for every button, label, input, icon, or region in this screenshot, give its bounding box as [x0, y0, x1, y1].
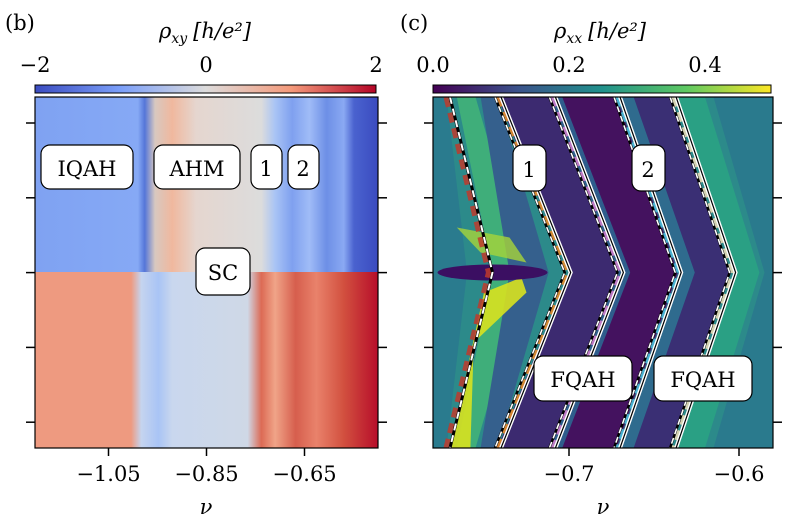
annotation-fqah: FQAH	[550, 368, 615, 392]
annotations-c: 1 2 FQAH FQAH	[512, 144, 753, 402]
colorbar-label-unit: [h/e²]	[193, 19, 252, 43]
x-tick-label: −1.05	[76, 462, 140, 486]
colorbar-c	[432, 84, 772, 94]
data-markers	[613, 97, 682, 448]
xlabel-b: ν	[200, 495, 213, 519]
axis-ticks-b: −1.05 −0.85 −0.65	[26, 122, 387, 486]
axis-ticks-c: −0.7 −0.6	[424, 122, 782, 486]
colorbar-tick: 0.2	[552, 53, 585, 77]
annotation-ahm: AHM	[169, 157, 225, 181]
colorbar-label-symbol: ρ	[553, 19, 567, 43]
colorbar-label-b: ρxy [h/e²]	[158, 19, 252, 47]
annotation-2: 2	[296, 157, 309, 181]
dashed-zigzag-line	[669, 97, 731, 448]
x-tick-label: −0.7	[544, 462, 595, 486]
colorbar-label-c: ρxx [h/e²]	[553, 19, 647, 47]
band	[713, 97, 773, 448]
x-tick-label: −0.85	[174, 462, 238, 486]
annotation-1: 1	[259, 157, 272, 181]
panel-label-b: (b)	[5, 11, 35, 35]
colorbar-label-symbol: ρ	[158, 19, 172, 43]
panel-label-c: (c)	[400, 11, 428, 35]
colorbar-label-sub: xx	[566, 31, 582, 47]
heatmap-lower	[35, 272, 378, 448]
high-resistance-region	[456, 227, 527, 263]
colorbar-tick: 2	[369, 53, 382, 77]
colorbar-tick: 0.0	[416, 53, 449, 77]
annotations-b: IQAH AHM 1 2 SC	[40, 144, 320, 296]
annotation-iqah: IQAH	[58, 157, 117, 181]
annotation-fqah: FQAH	[670, 368, 735, 392]
x-tick-label: −0.65	[272, 462, 336, 486]
colorbar-ticks-c: 0.0 0.2 0.4	[416, 53, 721, 77]
annotation-sc: SC	[208, 261, 238, 285]
colorbar-tick: 0	[199, 53, 212, 77]
colorbar-label-unit: [h/e²]	[588, 19, 647, 43]
annotation-1: 1	[522, 158, 535, 182]
xlabel-c: ν	[597, 495, 610, 519]
colorbar-tick: 0.4	[688, 53, 721, 77]
x-tick-label: −0.6	[714, 462, 765, 486]
colorbar-b	[34, 84, 377, 94]
colorbar-label-sub: xy	[171, 31, 188, 47]
high-resistance-region	[450, 277, 527, 448]
dashed-zigzag-line	[449, 97, 494, 448]
data-markers	[443, 97, 494, 448]
heatmap-b	[34, 96, 379, 449]
colorbar-tick: −2	[20, 53, 51, 77]
colorbar-ticks-b: −2 0 2	[20, 53, 383, 77]
annotation-2: 2	[641, 158, 654, 182]
